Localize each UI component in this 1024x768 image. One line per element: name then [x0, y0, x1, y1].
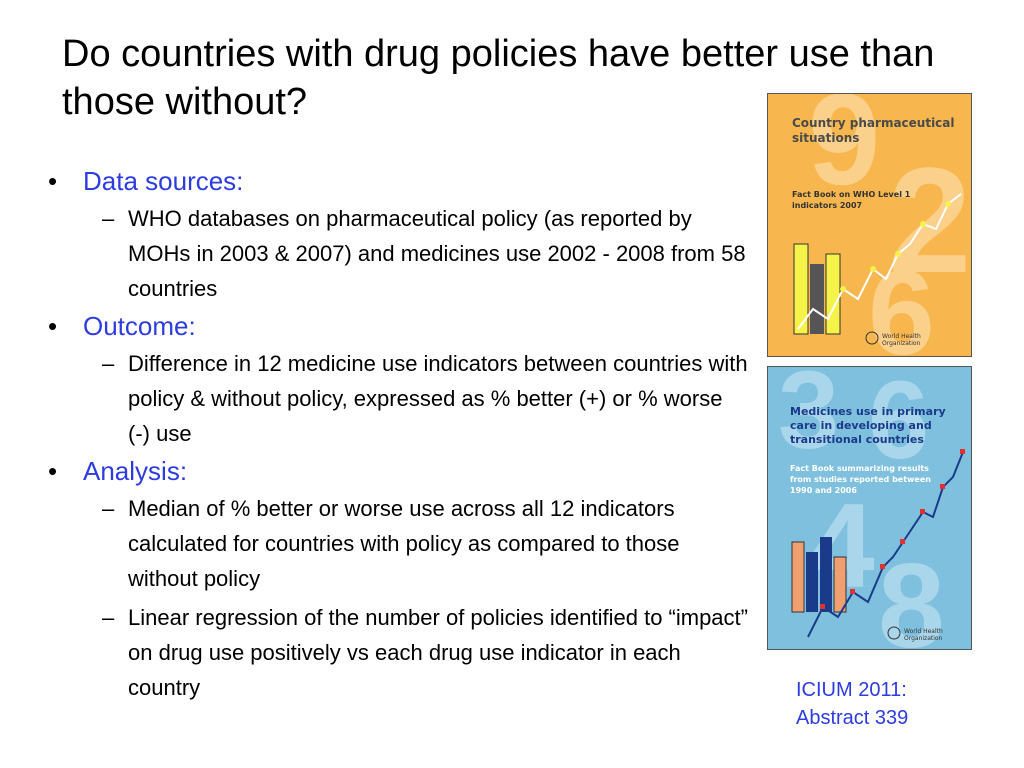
caption-line: ICIUM 2011:	[796, 679, 907, 701]
caption-line: Abstract 339	[796, 707, 909, 729]
sub-item: – Difference in 12 medicine use indicato…	[48, 346, 748, 451]
sub-dash: –	[102, 605, 115, 630]
cover-illustration	[793, 193, 962, 345]
sub-item: – Linear regression of the number of pol…	[48, 600, 748, 705]
cover-subtitle: Fact Book summarizing results from studi…	[790, 464, 931, 495]
sub-item-text: Median of % better or worse use across a…	[128, 496, 680, 591]
cover-title: Medicines use in primary care in develop…	[790, 405, 946, 446]
bullet-heading: Outcome:	[83, 311, 196, 341]
slide-title: Do countries with drug policies have bet…	[62, 33, 935, 123]
sub-item: – Median of % better or worse use across…	[48, 491, 748, 596]
bullet-heading: Data sources:	[83, 166, 244, 196]
sub-item: – WHO databases on pharmaceutical policy…	[48, 201, 748, 306]
sub-dash: –	[102, 351, 115, 376]
cover-title: Country pharmaceutical situations	[792, 116, 955, 145]
bullet-dot: •	[48, 311, 58, 341]
bullet-heading: Analysis:	[83, 456, 188, 486]
who-logo-text: World Health Organization	[904, 628, 943, 642]
sub-item-text: WHO databases on pharmaceutical policy (…	[128, 206, 746, 301]
bullet-analysis: • Analysis:	[48, 455, 748, 487]
caption: ICIUM 2011: Abstract 339	[796, 676, 908, 732]
sub-dash: –	[102, 206, 115, 231]
cover-background-digits: 8	[878, 539, 945, 650]
who-logo-text: World Health Organization	[882, 333, 921, 347]
cover-background-digits: 6	[868, 366, 930, 482]
book-cover-medicines-use-primary-care: 3 6 4 8 Medicines use in primary care in…	[767, 366, 972, 650]
sub-item-text: Linear regression of the number of polic…	[128, 605, 748, 700]
bullet-data-sources: • Data sources:	[48, 165, 748, 197]
cover-background-digits: 2	[888, 136, 972, 304]
cover-background-digits: 3	[778, 366, 840, 472]
bullet-dot: •	[48, 456, 58, 486]
bullet-outcome: • Outcome:	[48, 310, 748, 342]
book-cover-country-pharmaceutical-situations: 9 2 6 Country pharmaceutical situations …	[767, 93, 972, 357]
sub-dash: –	[102, 496, 115, 521]
bullet-dot: •	[48, 166, 58, 196]
sub-item-text: Difference in 12 medicine use indicators…	[128, 351, 748, 446]
cover-background-digits: 9	[808, 93, 881, 212]
slide-content: • Data sources: – WHO databases on pharm…	[48, 165, 748, 709]
cover-subtitle: Fact Book on WHO Level 1 indicators 2007	[792, 190, 911, 210]
cover-illustration	[791, 449, 965, 640]
cover-background-digits: 6	[868, 246, 935, 357]
